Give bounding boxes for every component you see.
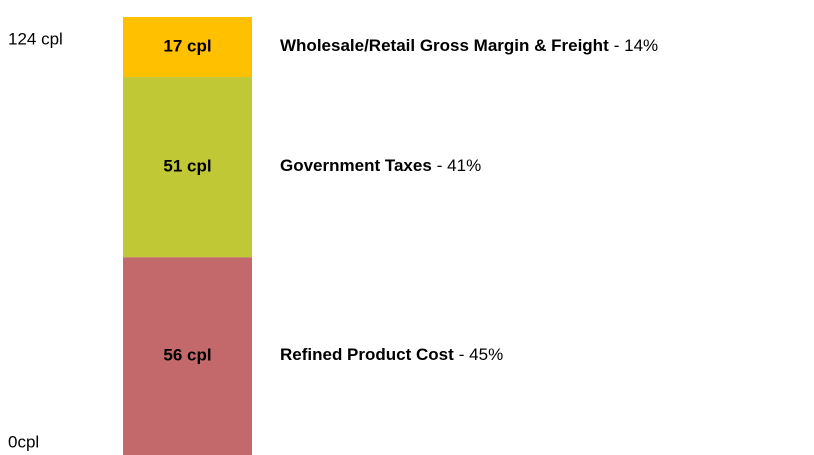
legend-entry: Refined Product Cost - 45% <box>280 346 503 365</box>
legend-entry: Wholesale/Retail Gross Margin & Freight -… <box>280 37 658 56</box>
series-name: Wholesale/Retail Gross Margin & Freight <box>280 37 609 56</box>
bar-segment <box>123 77 252 258</box>
value-label: 51 cpl <box>163 157 211 176</box>
series-name: Refined Product Cost <box>280 346 454 365</box>
bar-segment <box>123 17 252 78</box>
legend-entry: Government Taxes - 41% <box>280 157 481 176</box>
y-tick-label: 124 cpl <box>8 29 63 48</box>
value-label: 56 cpl <box>163 346 211 365</box>
series-name: Government Taxes <box>280 157 432 176</box>
share-label: - 45% <box>459 346 503 365</box>
share-label: - 14% <box>614 37 658 56</box>
y-tick-label: 0cpl <box>8 432 39 451</box>
share-label: - 41% <box>437 157 481 176</box>
value-label: 17 cpl <box>163 37 211 56</box>
bar-segment <box>123 257 252 455</box>
